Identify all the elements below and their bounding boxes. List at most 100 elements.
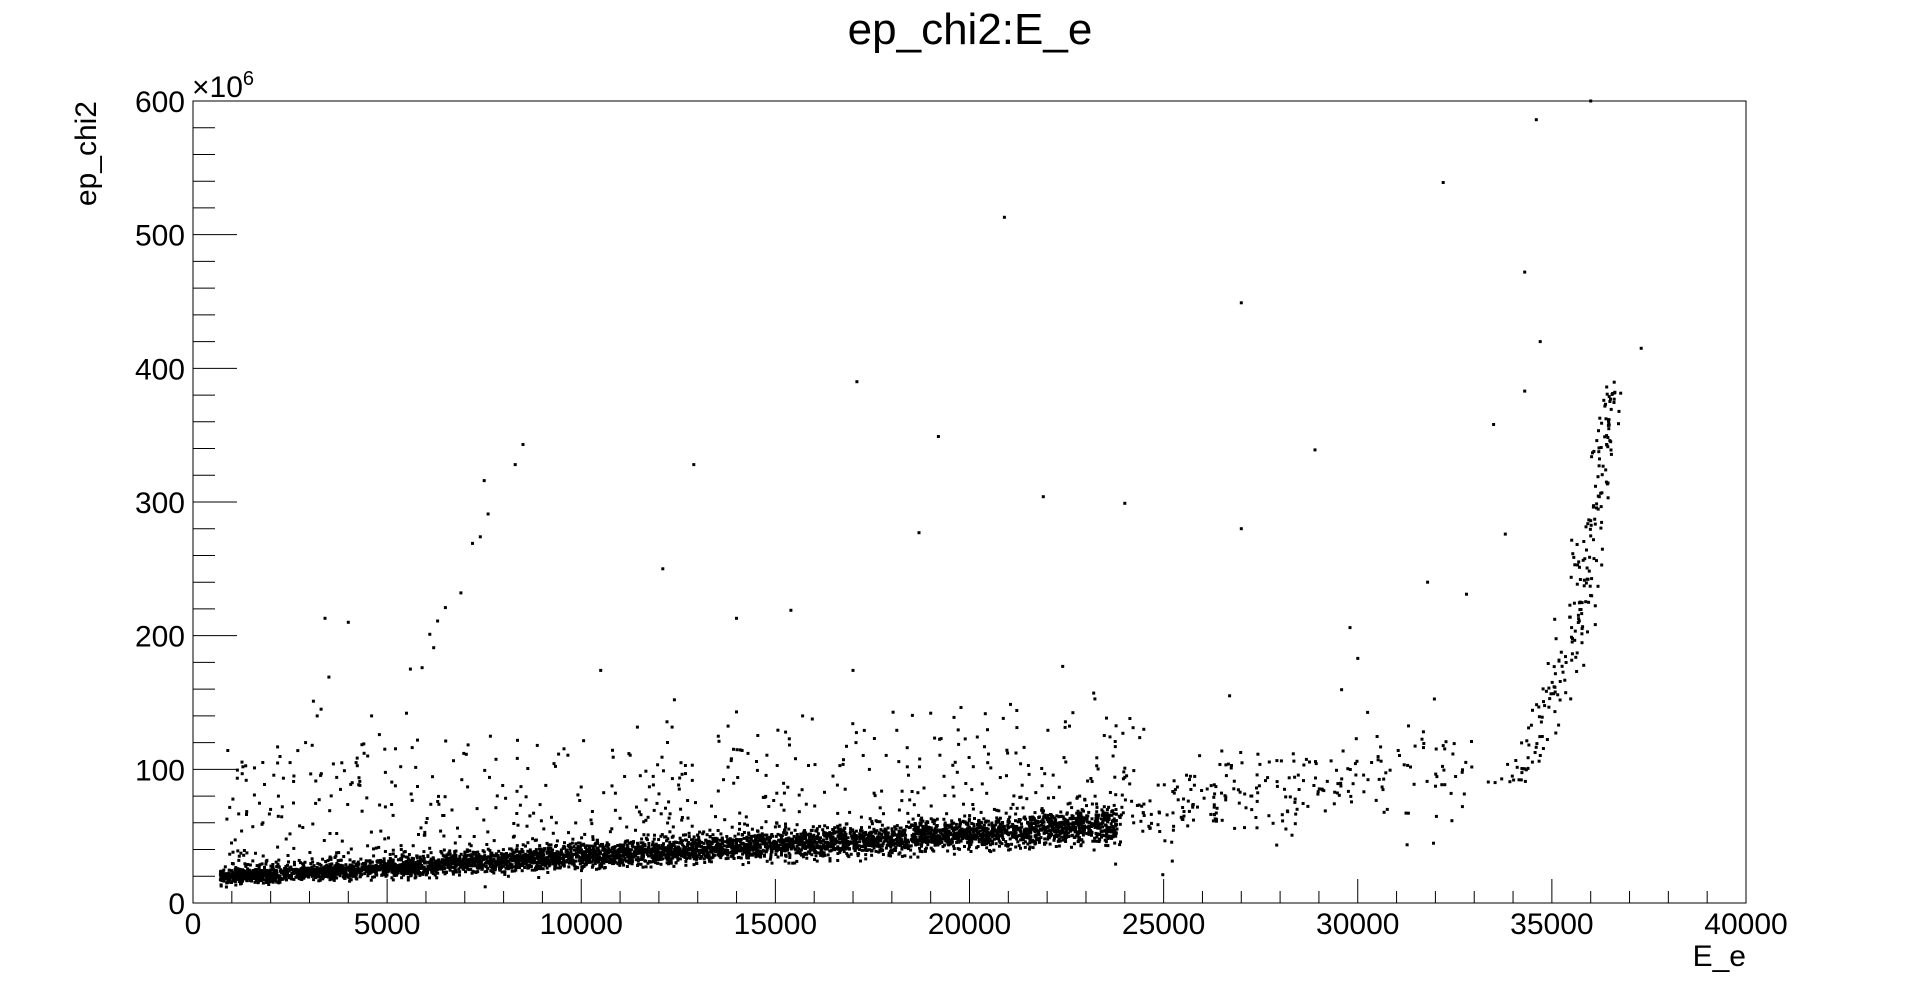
data-point [602,866,606,870]
data-point [565,860,569,864]
data-point [1061,815,1065,819]
data-point [739,856,743,860]
data-point [890,827,894,831]
data-point [580,869,583,873]
data-point [627,841,631,845]
data-point [846,836,850,840]
data-point [622,854,626,858]
data-point [609,860,613,864]
data-point [539,867,543,871]
data-point [624,852,628,856]
data-point [694,843,698,847]
data-point [1090,825,1093,828]
data-point [554,852,558,856]
data-point [336,862,340,866]
data-point [647,845,651,848]
data-point [779,835,783,839]
data-point [627,857,631,861]
data-point [800,853,804,857]
data-point [364,859,368,863]
data-point [291,868,294,872]
data-point [726,853,730,857]
data-point [985,831,989,835]
data-point [626,845,630,849]
data-point [692,835,696,839]
data-point [426,860,430,864]
data-point [1044,816,1048,820]
data-point [722,851,726,855]
data-point [256,874,260,878]
data-point [368,859,372,863]
data-point [497,863,501,867]
data-point [865,849,869,852]
data-point [560,852,564,856]
data-point [410,865,414,868]
data-point [860,826,863,830]
data-point [747,848,751,852]
data-point [1056,822,1060,826]
data-point [1093,825,1097,829]
data-point [1040,808,1044,812]
data-point [731,841,735,845]
data-point [277,878,281,882]
data-point [986,819,990,823]
data-point [1042,831,1046,835]
data-point [628,848,632,852]
data-point [797,843,801,847]
data-point [535,852,539,856]
data-point [963,820,966,824]
data-point [836,826,840,830]
data-point [283,869,287,873]
data-point [437,861,441,865]
data-point [1072,835,1076,839]
data-point [1068,825,1072,829]
data-point [727,843,731,846]
data-point [615,856,619,860]
data-point [691,838,695,842]
data-point [1031,838,1034,842]
data-point [873,830,877,834]
data-point [769,855,773,859]
data-point [458,865,462,869]
data-point [661,843,665,847]
data-point [678,853,682,856]
data-point [1000,821,1004,825]
data-point [841,844,845,848]
data-point [1082,819,1086,823]
data-point [879,839,883,843]
data-point [264,879,268,883]
data-point [1077,817,1081,821]
data-point [298,861,302,865]
data-point [534,865,538,869]
data-point [1091,839,1095,843]
data-point [956,838,960,842]
data-point [551,855,554,859]
data-point [956,831,960,835]
data-point [561,847,565,850]
data-point [571,858,575,862]
data-point [992,829,996,833]
data-point [963,814,967,818]
data-point [881,853,885,856]
data-point [667,859,671,863]
data-point [649,865,653,869]
data-point [785,842,789,846]
data-point [852,839,856,843]
data-point [635,845,639,849]
data-point [841,833,845,837]
data-point [1067,834,1071,838]
data-point [998,844,1001,848]
data-point [330,877,334,881]
data-point [753,842,757,846]
data-point [986,839,990,842]
data-point [884,846,888,850]
data-point [652,855,655,859]
data-point [1082,809,1085,813]
data-point [870,822,874,826]
data-point [779,838,783,842]
data-point [720,840,724,844]
data-point [899,831,903,835]
data-point [665,848,669,852]
data-point [317,875,321,879]
data-point [819,836,822,840]
